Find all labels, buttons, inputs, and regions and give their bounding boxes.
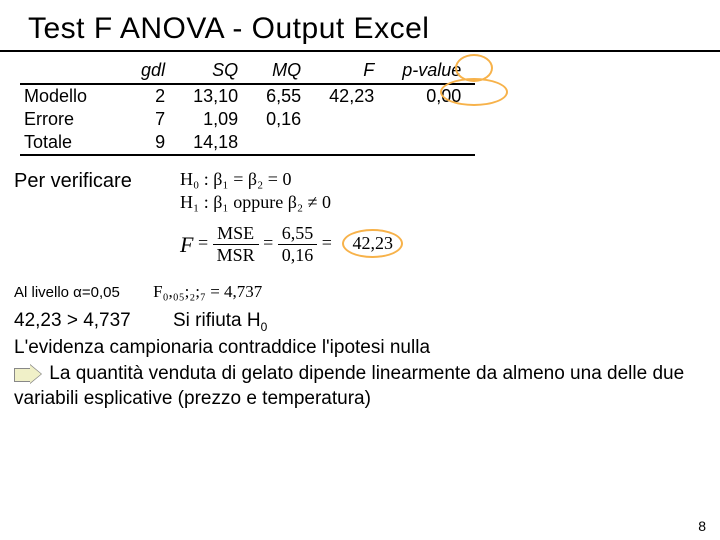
f-result-highlight: 42,23 — [342, 229, 403, 258]
table-row: Errore 7 1,09 0,16 — [20, 108, 475, 131]
row-modello-name: Modello — [20, 84, 127, 108]
row-totale-sq: 14,18 — [179, 131, 252, 155]
row-errore-sq: 1,09 — [179, 108, 252, 131]
row-modello-f: 42,23 — [315, 84, 388, 108]
f-critical: F₀,₀₅;₂;₇ = 4,737 — [153, 282, 262, 301]
row-modello-sq: 13,10 — [179, 84, 252, 108]
page-title: Test F ANOVA - Output Excel — [0, 0, 720, 52]
alpha-level-line: Al livello α=0,05 F₀,₀₅;₂;₇ = 4,737 — [14, 282, 720, 302]
table-header-row: gdl SQ MQ F p-value — [20, 58, 475, 84]
row-modello-gdl: 2 — [127, 84, 179, 108]
conclusion-compare: 42,23 > 4,737 — [14, 310, 131, 331]
row-errore-gdl: 7 — [127, 108, 179, 131]
conclusion-block: 42,23 > 4,737 Si rifiuta H0 L'evidenza c… — [14, 308, 706, 412]
alpha-text: Al livello α=0,05 — [14, 284, 120, 301]
header-f: F — [315, 58, 388, 84]
f-frac-numeric: 6,55 0,16 — [278, 223, 318, 266]
table-row: Totale 9 14,18 — [20, 131, 475, 155]
header-sq: SQ — [179, 58, 252, 84]
arrow-icon — [14, 366, 40, 382]
table-row: Modello 2 13,10 6,55 42,23 0,00 — [20, 84, 475, 108]
row-errore-name: Errore — [20, 108, 127, 131]
hypotheses-block: H₀ : β₁ = β₂ = 0 H₁ : β₁ oppure β₂ ≠ 0 F… — [180, 169, 720, 266]
hypothesis-h0: H₀ : β₁ = β₂ = 0 — [180, 169, 720, 190]
conclusion-line3: La quantità venduta di gelato dipende li… — [14, 363, 684, 410]
f-lhs: F — [180, 232, 193, 258]
f-formula: F = MSE MSR = 6,55 0,16 = 42,23 — [180, 223, 720, 266]
row-totale-f — [315, 131, 388, 155]
header-mq: MQ — [252, 58, 315, 84]
row-modello-p: 0,00 — [388, 84, 475, 108]
header-p: p-value — [388, 58, 475, 84]
f-result: 42,23 — [352, 233, 393, 253]
row-errore-mq: 0,16 — [252, 108, 315, 131]
row-totale-gdl: 9 — [127, 131, 179, 155]
row-errore-f — [315, 108, 388, 131]
row-modello-mq: 6,55 — [252, 84, 315, 108]
hypothesis-h1: H₁ : β₁ oppure β₂ ≠ 0 — [180, 192, 720, 213]
header-gdl: gdl — [127, 58, 179, 84]
conclusion-reject: Si rifiuta H — [173, 310, 261, 331]
conclusion-line2: L'evidenza campionaria contraddice l'ipo… — [14, 337, 430, 358]
row-totale-p — [388, 131, 475, 155]
row-errore-p — [388, 108, 475, 131]
f-den1: MSR — [213, 245, 259, 266]
f-num1: MSE — [213, 223, 259, 245]
header-blank — [20, 58, 127, 84]
anova-table: gdl SQ MQ F p-value Modello 2 13,10 6,55… — [20, 58, 475, 156]
f-frac-symbolic: MSE MSR — [213, 223, 259, 266]
conclusion-reject-sub: 0 — [261, 320, 268, 334]
f-num2: 6,55 — [278, 223, 318, 245]
f-den2: 0,16 — [278, 245, 318, 266]
row-totale-mq — [252, 131, 315, 155]
row-totale-name: Totale — [20, 131, 127, 155]
page-number: 8 — [698, 518, 706, 534]
